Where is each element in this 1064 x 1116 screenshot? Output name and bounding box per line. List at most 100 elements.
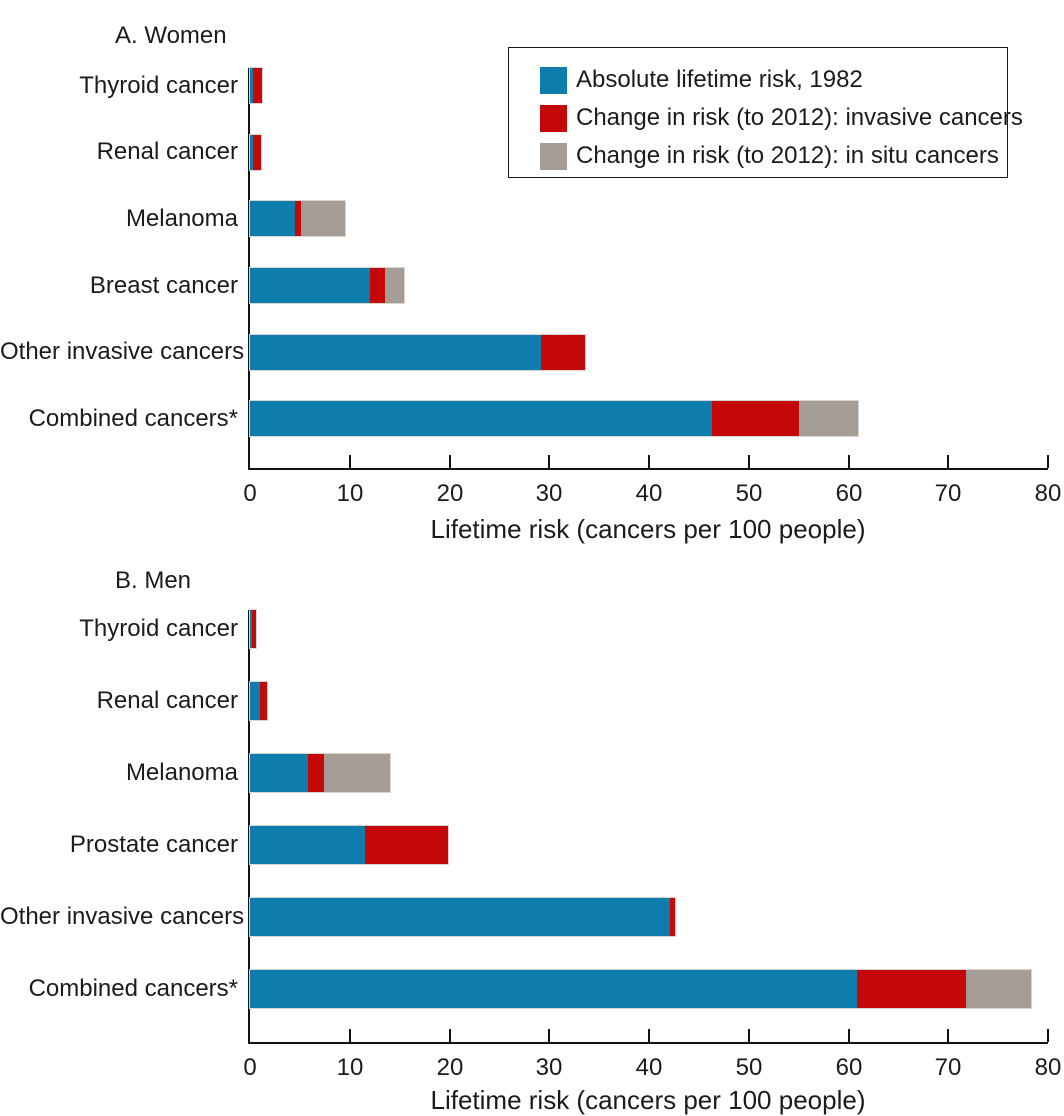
bar-segment (711, 401, 799, 436)
bar-breast-cancer (250, 268, 404, 303)
axis-tick-label: 0 (243, 480, 257, 507)
axis-tick (1047, 455, 1049, 468)
category-label: Melanoma (125, 205, 238, 232)
bar-segment (250, 898, 670, 936)
bar-segment (300, 201, 345, 236)
bar-segment (294, 201, 301, 236)
axis-tick-label: 10 (336, 1054, 364, 1081)
bar-segment (798, 401, 859, 436)
bar-segment (252, 610, 257, 648)
bar-thyroid-cancer (250, 610, 257, 648)
bar-thyroid-cancer (250, 68, 262, 103)
category-label: Combined cancers* (28, 405, 238, 432)
axis-tick-label: 40 (635, 480, 663, 507)
axis-tick (748, 455, 750, 468)
axis-tick-label: 40 (635, 1054, 663, 1081)
bar-segment (250, 826, 365, 864)
bar-segment (250, 135, 253, 170)
axis-tick-label: 30 (535, 480, 563, 507)
category-label: Breast cancer (89, 272, 238, 299)
bar-combined-cancers (250, 401, 859, 436)
legend-swatch-blue (540, 66, 567, 94)
legend-row-in-situ: Change in risk (to 2012): in situ cancer… (540, 137, 1007, 175)
axis-tick-label: 70 (934, 480, 962, 507)
bar-segment (669, 898, 675, 936)
axis-tick-label: 50 (735, 480, 763, 507)
men-plot-area (248, 610, 1049, 1044)
bar-segment (250, 201, 295, 236)
bar-renal-cancer (250, 682, 268, 720)
bar-segment (369, 268, 385, 303)
bar-segment (252, 135, 261, 170)
panel-men-title: B. Men (115, 566, 192, 594)
axis-tick-label: 80 (1034, 480, 1062, 507)
bar-segment (384, 268, 404, 303)
bar-segment (252, 68, 262, 103)
axis-tick-label: 10 (336, 480, 364, 507)
bar-other-invasive-cancers (250, 335, 586, 370)
bar-melanoma (250, 201, 345, 236)
category-label: Other invasive cancers (0, 903, 245, 930)
bar-segment (250, 682, 260, 720)
bar-renal-cancer (250, 135, 261, 170)
category-label: Thyroid cancer (79, 615, 238, 642)
bar-other-invasive-cancers (250, 898, 675, 936)
bar-segment (250, 610, 253, 648)
axis-tick (748, 1029, 750, 1042)
axis-tick (449, 1029, 451, 1042)
bar-segment (323, 754, 390, 792)
axis-tick-label: 30 (535, 1054, 563, 1081)
axis-tick (1047, 1029, 1049, 1042)
bar-segment (307, 754, 324, 792)
bar-segment (250, 754, 308, 792)
legend-row-absolute-risk: Absolute lifetime risk, 1982 (540, 61, 1007, 99)
axis-tick (349, 455, 351, 468)
axis-tick-label: 50 (735, 1054, 763, 1081)
bar-segment (966, 970, 1032, 1008)
axis-tick (947, 455, 949, 468)
women-x-axis-label: Lifetime risk (cancers per 100 people) (430, 514, 866, 544)
bar-segment (857, 970, 967, 1008)
axis-tick-label: 60 (835, 1054, 863, 1081)
bar-segment (250, 68, 253, 103)
legend-label: Change in risk (to 2012): invasive cance… (576, 104, 1023, 131)
axis-tick (648, 455, 650, 468)
axis-tick-label: 80 (1034, 1054, 1062, 1081)
men-x-axis-label: Lifetime risk (cancers per 100 people) (430, 1085, 866, 1115)
bar-segment (250, 335, 542, 370)
legend-row-invasive: Change in risk (to 2012): invasive cance… (540, 99, 1023, 137)
legend-label: Absolute lifetime risk, 1982 (576, 66, 863, 93)
axis-tick (648, 1029, 650, 1042)
legend: Absolute lifetime risk, 1982 Change in r… (508, 47, 1023, 178)
bar-segment (250, 970, 858, 1008)
bar-segment (541, 335, 586, 370)
bar-segment (259, 682, 268, 720)
category-label: Melanoma (125, 759, 238, 786)
panel-women: A. Women Lifetime risk (cancers per 100 … (0, 0, 1064, 545)
panel-women-title: A. Women (115, 21, 227, 49)
legend-label: Change in risk (to 2012): in situ cancer… (576, 142, 999, 169)
category-label: Thyroid cancer (79, 72, 238, 99)
axis-tick (449, 455, 451, 468)
axis-tick-label: 20 (436, 1054, 464, 1081)
bar-segment (250, 401, 712, 436)
category-label: Other invasive cancers (0, 338, 245, 365)
category-label: Renal cancer (96, 138, 238, 165)
category-label: Combined cancers* (28, 975, 238, 1002)
legend-swatch-gray (540, 142, 567, 170)
legend-swatch-red (540, 104, 567, 132)
axis-tick-label: 0 (243, 1054, 257, 1081)
axis-tick-label: 70 (934, 1054, 962, 1081)
bar-melanoma (250, 754, 390, 792)
axis-tick (947, 1029, 949, 1042)
panel-men: B. Men Lifetime risk (cancers per 100 pe… (0, 545, 1064, 1116)
bar-combined-cancers (250, 970, 1032, 1008)
axis-tick (848, 455, 850, 468)
axis-tick (848, 1029, 850, 1042)
category-label: Renal cancer (96, 687, 238, 714)
bar-segment (364, 826, 449, 864)
category-label: Prostate cancer (69, 831, 238, 858)
axis-tick (548, 455, 550, 468)
axis-tick (548, 1029, 550, 1042)
